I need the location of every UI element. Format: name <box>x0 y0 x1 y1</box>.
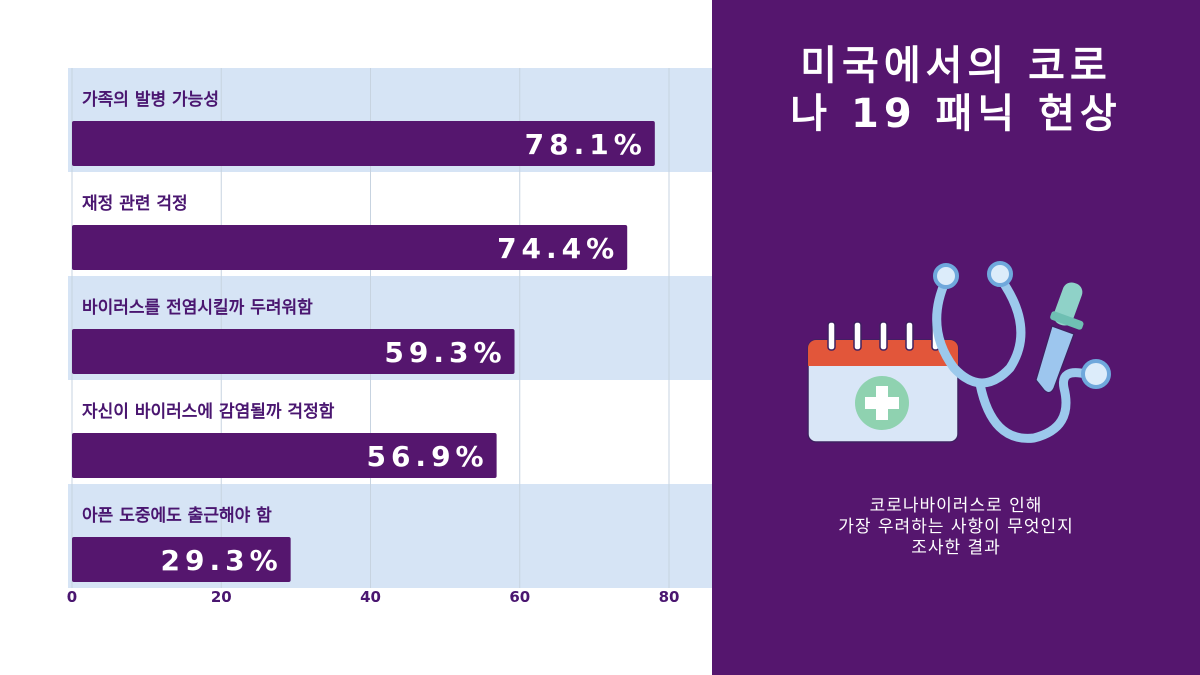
bar <box>72 121 655 166</box>
bar-chart: 가족의 발병 가능성 78.1% 재정 관련 걱정 74.4% 바이러스를 전염시킬까 … <box>67 68 712 606</box>
chart-area: 가족의 발병 가능성 78.1% 재정 관련 걱정 74.4% 바이러스를 전염시킬까 … <box>66 68 712 606</box>
category-label: 아픈 도중에도 출근해야 함 <box>82 505 272 526</box>
category-label: 바이러스를 전염시킬까 두려워함 <box>82 297 313 318</box>
title-line-2: 나 19 패닉 현상 <box>790 91 1122 137</box>
category-label: 자신이 바이러스에 감염될까 걱정함 <box>82 401 335 422</box>
bar <box>72 225 628 270</box>
subtitle-line-3: 조사한 결과 <box>911 538 1001 558</box>
x-tick-label: 20 <box>211 588 232 606</box>
subtitle-line-2: 가장 우려하는 사항이 무엇인지 <box>838 517 1074 537</box>
stethoscope-icon <box>932 261 1111 443</box>
value-label: 29.3% <box>161 544 283 577</box>
bar <box>72 537 291 582</box>
value-label: 74.4% <box>497 232 619 265</box>
x-tick-label: 40 <box>360 588 381 606</box>
x-tick-label: 60 <box>509 588 530 606</box>
side-panel: 미국에서의 코로 나 19 패닉 현상 <box>712 0 1200 675</box>
value-label: 59.3% <box>384 336 506 369</box>
value-label: 78.1% <box>525 128 647 161</box>
subtitle: 코로나바이러스로 인해 가장 우려하는 사항이 무엇인지 조사한 결과 <box>752 496 1160 559</box>
title-line-1: 미국에서의 코로 <box>800 43 1112 89</box>
category-label: 가족의 발병 가능성 <box>82 90 219 110</box>
subtitle-line-1: 코로나바이러스로 인해 <box>869 496 1043 516</box>
value-label: 56.9% <box>366 440 488 473</box>
page-title: 미국에서의 코로 나 19 패닉 현상 <box>712 42 1200 138</box>
x-tick-label: 80 <box>659 588 680 606</box>
x-tick-label: 0 <box>67 588 77 606</box>
bar <box>72 329 515 374</box>
medical-illustration <box>807 261 1111 443</box>
calendar-medical-icon <box>807 321 959 443</box>
bar <box>72 433 497 478</box>
category-label: 재정 관련 걱정 <box>82 194 188 214</box>
dropper-icon <box>1035 282 1084 394</box>
